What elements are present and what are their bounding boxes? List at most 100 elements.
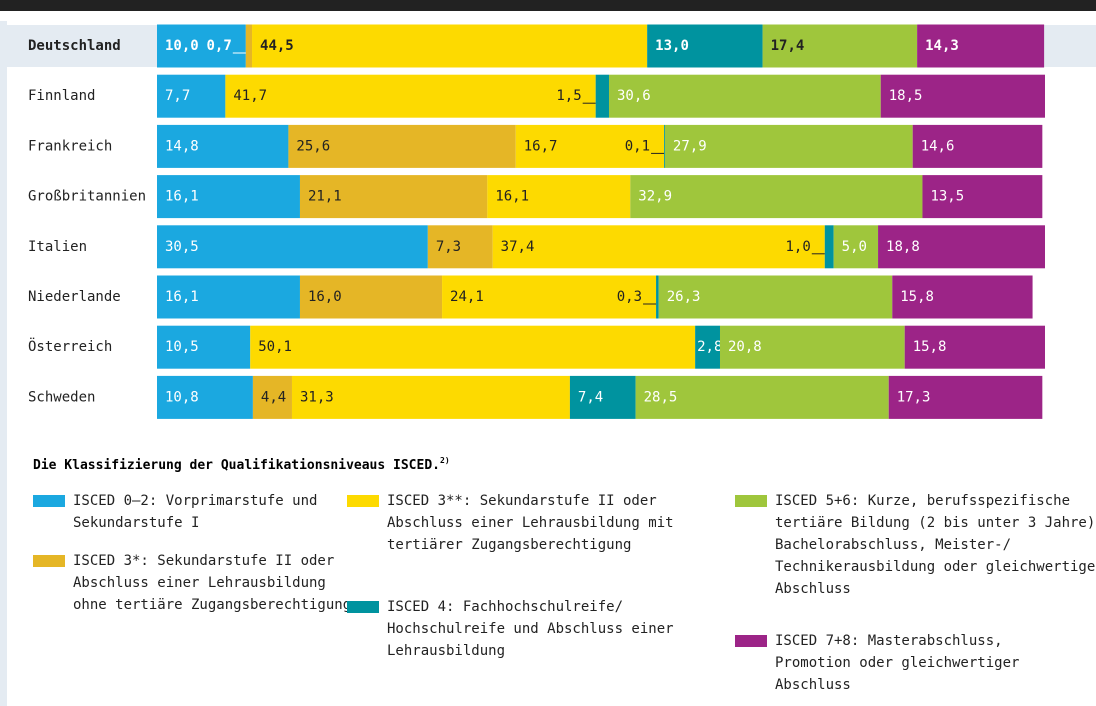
bar-segment [922, 175, 1043, 219]
bar-segment [595, 74, 609, 118]
y-tick-label: Schweden [28, 389, 95, 405]
legend-title: Die Klassifizierung der Qualifikationsni… [33, 456, 450, 473]
bar-segment [245, 24, 253, 68]
legend-swatch [33, 495, 65, 507]
value-label: 7,3 [436, 239, 461, 255]
value-label: 7,7 [165, 88, 190, 104]
legend-swatch [347, 495, 379, 507]
value-label: 28,5 [644, 389, 678, 405]
value-label: 18,8 [886, 239, 920, 255]
value-label: 30,6 [617, 88, 651, 104]
value-label: 21,1 [308, 189, 342, 205]
bar-segment [695, 325, 720, 369]
value-label: 30,5 [165, 239, 199, 255]
bar-segment [658, 275, 893, 319]
legend-entry: ISCED 7+8: Masterabschluss, Promotion od… [775, 633, 1020, 693]
value-label: 14,3 [925, 38, 959, 54]
bar-segment [157, 275, 300, 319]
bar-segment [288, 124, 516, 168]
value-label: 16,0 [308, 289, 342, 305]
value-label: 18,5 [889, 88, 923, 104]
bar-segment [157, 225, 428, 269]
value-label: 31,3 [300, 389, 334, 405]
value-label: 10,8 [165, 389, 199, 405]
bar-segment [664, 124, 665, 168]
value-label: 5,0 [842, 239, 867, 255]
bar-segment [250, 325, 696, 369]
bar-segment [299, 175, 488, 219]
bar-segment [299, 275, 443, 319]
legend-entry: ISCED 0–2: Vorprimarstufe und Sekundarst… [73, 493, 318, 531]
bar-segment [892, 275, 1033, 319]
value-label: 17,3 [897, 389, 931, 405]
bar-segment [427, 225, 493, 269]
y-tick-label: Finnland [28, 88, 95, 104]
legend-swatch [735, 635, 767, 647]
bar-segment [656, 275, 659, 319]
bar-segment [647, 24, 763, 68]
value-label: 0,7 [207, 38, 232, 54]
value-label: 44,5 [260, 38, 294, 54]
value-label: 4,4 [261, 389, 286, 405]
value-label: 2,8 [697, 339, 722, 355]
value-label: 10,0 [165, 38, 199, 54]
bar-segment [762, 24, 918, 68]
bar-segment [824, 225, 834, 269]
gap [0, 11, 1096, 21]
value-label: 26,3 [667, 289, 701, 305]
value-label: 32,9 [638, 189, 672, 205]
value-label: 15,8 [913, 339, 947, 355]
legend-entry: ISCED 3**: Sekundarstufe II oder Abschlu… [387, 493, 674, 553]
bar-segment [904, 325, 1045, 369]
value-label: 17,4 [771, 38, 805, 54]
bar-segment [878, 225, 1045, 269]
value-label: 13,5 [930, 189, 964, 205]
value-label: 14,8 [165, 138, 199, 154]
bar-segment [157, 24, 246, 68]
bar-segment [442, 275, 657, 319]
legend-entry: ISCED 3*: Sekundarstufe II oder Abschlus… [73, 553, 352, 613]
bar-segment [515, 124, 665, 168]
bar-segment [157, 74, 226, 118]
legend-entry: ISCED 4: Fachhochschulreife/ Hochschulre… [387, 599, 674, 659]
bar-segment [630, 175, 923, 219]
bar-segment [157, 325, 251, 369]
bar-segment [252, 24, 648, 68]
value-label: 27,9 [673, 138, 707, 154]
value-label: 16,1 [165, 189, 199, 205]
value-label: 16,7 [524, 138, 558, 154]
bar-segment [664, 124, 913, 168]
y-tick-label: Niederlande [28, 289, 121, 305]
value-label: 20,8 [728, 339, 762, 355]
value-label: 15,8 [900, 289, 934, 305]
value-label: 10,5 [165, 339, 199, 355]
y-tick-label: Frankreich [28, 138, 112, 154]
legend-entry: ISCED 5+6: Kurze, berufsspezifische tert… [775, 493, 1096, 597]
value-label: 0,1 [625, 138, 650, 154]
bar-segment [225, 74, 596, 118]
bar-segment [833, 225, 879, 269]
legend-swatch [347, 601, 379, 613]
legend-swatch [33, 555, 65, 567]
value-label: 41,7 [233, 88, 267, 104]
bar-segment [719, 325, 905, 369]
bar-segment [880, 74, 1045, 118]
bar-segment [291, 375, 570, 419]
value-label: 0,3 [617, 289, 642, 305]
legend-swatch [735, 495, 767, 507]
legend-title-note: 2) [440, 456, 450, 465]
value-label: 1,0 [785, 239, 810, 255]
bar-segment [608, 74, 881, 118]
value-label: 37,4 [501, 239, 535, 255]
value-label: 7,4 [578, 389, 603, 405]
side-strip [0, 0, 7, 706]
legend-title-text: Die Klassifizierung der Qualifikationsni… [33, 458, 440, 473]
y-tick-label: Italien [28, 239, 87, 255]
bar-segment [917, 24, 1045, 68]
value-label: 24,1 [450, 289, 484, 305]
bar-segment [252, 375, 292, 419]
bar-segment [888, 375, 1043, 419]
bar-segment [157, 175, 300, 219]
